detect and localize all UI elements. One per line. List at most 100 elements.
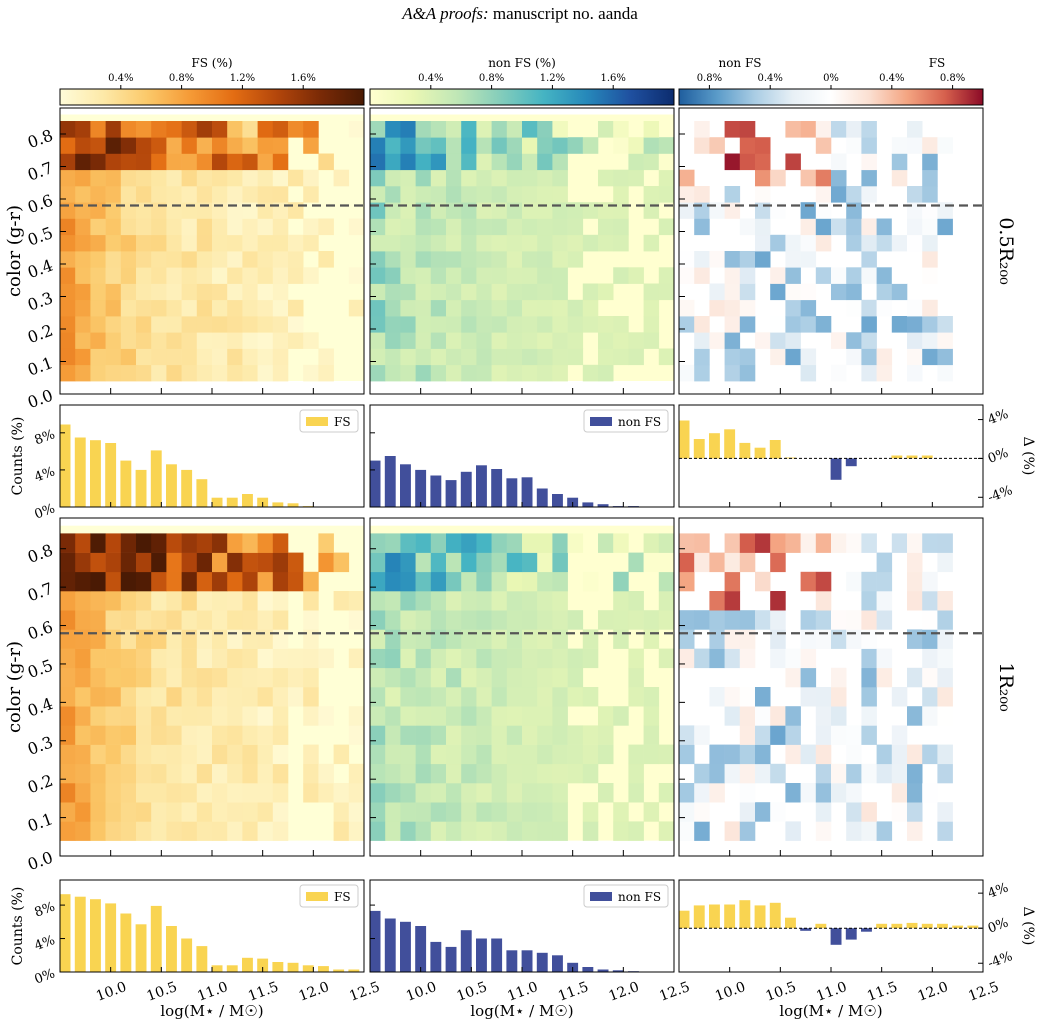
heatmap-cell [598, 218, 614, 236]
heatmap-cell [922, 706, 938, 726]
heatmap-cell [846, 267, 862, 284]
heatmap-cell [876, 571, 893, 592]
heatmap-cell [876, 299, 893, 317]
bar [120, 460, 132, 507]
heatmap-cell [785, 783, 801, 803]
heatmap-cell [537, 667, 553, 688]
heatmap-cell [724, 533, 741, 553]
heatmap-cell [181, 348, 198, 366]
heatmap-cell [907, 186, 923, 203]
heatmap-cell [876, 821, 893, 841]
heatmap-cell [891, 783, 908, 803]
heatmap-cell [643, 552, 660, 573]
heatmap-cell [212, 706, 228, 726]
heatmap-cell [212, 783, 228, 803]
heatmap-cell [60, 364, 76, 382]
heatmap-cell [446, 251, 462, 268]
y-tick-label: 0.2 [25, 771, 55, 798]
heatmap-cell [288, 316, 304, 333]
heatmap-cell [370, 591, 386, 611]
heatmap-cell [430, 552, 447, 573]
heatmap-cell [196, 153, 213, 171]
heatmap-cell [151, 706, 167, 726]
heatmap-cell [212, 552, 228, 573]
heatmap-cell [242, 299, 258, 317]
heatmap-cell [430, 153, 447, 171]
heatmap-cell [861, 186, 877, 203]
heatmap-cell [876, 610, 893, 630]
heatmap-cell [739, 802, 756, 822]
heatmap-cell [60, 153, 76, 171]
heatmap-cell [257, 802, 274, 822]
heatmap-cell [815, 821, 832, 841]
heatmap-cell [922, 744, 938, 765]
heatmap-cell [400, 610, 416, 630]
heatmap-cell [446, 283, 462, 301]
heatmap-cell [491, 121, 508, 138]
heatmap-cell [400, 687, 416, 707]
bar [724, 429, 736, 459]
heatmap-cell [643, 687, 660, 707]
heatmap-cell [446, 552, 462, 573]
heatmap-cell [242, 283, 258, 301]
heatmap-cell [831, 121, 847, 138]
heatmap-cell [400, 251, 416, 268]
heatmap-cell [506, 332, 523, 349]
colorbar-tick-label: 1.2% [230, 73, 255, 84]
bar [967, 925, 979, 929]
heatmap-cell [476, 299, 492, 317]
heatmap-cell [272, 533, 289, 553]
bar [415, 926, 427, 972]
heatmap-cell [491, 234, 508, 252]
heatmap-cell [446, 348, 462, 366]
heatmap-cell [922, 348, 938, 366]
heatmap-cell [861, 121, 877, 138]
heatmap-cell [400, 332, 416, 349]
heatmap-cell [60, 332, 76, 349]
heatmap-cell [491, 821, 508, 841]
legend-box [583, 409, 669, 433]
heatmap-cell [120, 571, 137, 592]
heatmap-cell [385, 821, 401, 841]
heatmap-cell [679, 821, 695, 841]
heatmap-cell [430, 364, 447, 382]
heatmap-cell [643, 706, 660, 726]
heatmap-cell [303, 137, 319, 154]
heatmap-cell [227, 251, 243, 268]
x-tick-label: 11.5 [556, 979, 591, 1005]
bar [582, 502, 594, 507]
heatmap-cell [151, 648, 167, 669]
heatmap-cell [60, 251, 76, 268]
heatmap-cell [891, 725, 908, 745]
x-tick-label: 11.5 [246, 979, 281, 1005]
heatmap-cell [709, 610, 725, 630]
heatmap-cell [415, 364, 432, 382]
heatmap-cell [658, 571, 675, 592]
heatmap-cell [537, 763, 553, 784]
bar [891, 923, 903, 929]
heatmap-cell [288, 552, 304, 573]
heatmap-cell [333, 552, 350, 573]
heatmap-cell [90, 591, 106, 611]
heatmap-cell [136, 299, 152, 317]
heatmap-cell [212, 821, 228, 841]
heatmap-cell [227, 610, 243, 630]
heatmap-cell [709, 744, 725, 765]
bar [242, 957, 253, 972]
heatmap-cell [318, 218, 334, 236]
bar [181, 938, 193, 972]
heatmap-cell [446, 687, 462, 707]
heatmap-cell [613, 348, 629, 366]
heatmap-cell [430, 571, 447, 592]
heatmap-cell [658, 283, 675, 301]
heatmap-cell [491, 706, 508, 726]
heatmap-cell [415, 332, 432, 349]
heatmap-cell [430, 763, 447, 784]
heatmap-cell [415, 821, 432, 841]
heatmap-cell [937, 591, 953, 611]
heatmap-cell [643, 744, 660, 765]
heatmap-cell [582, 316, 599, 333]
heatmap-cell [75, 667, 91, 688]
heatmap-cell [694, 648, 710, 669]
heatmap-cell [658, 533, 675, 553]
